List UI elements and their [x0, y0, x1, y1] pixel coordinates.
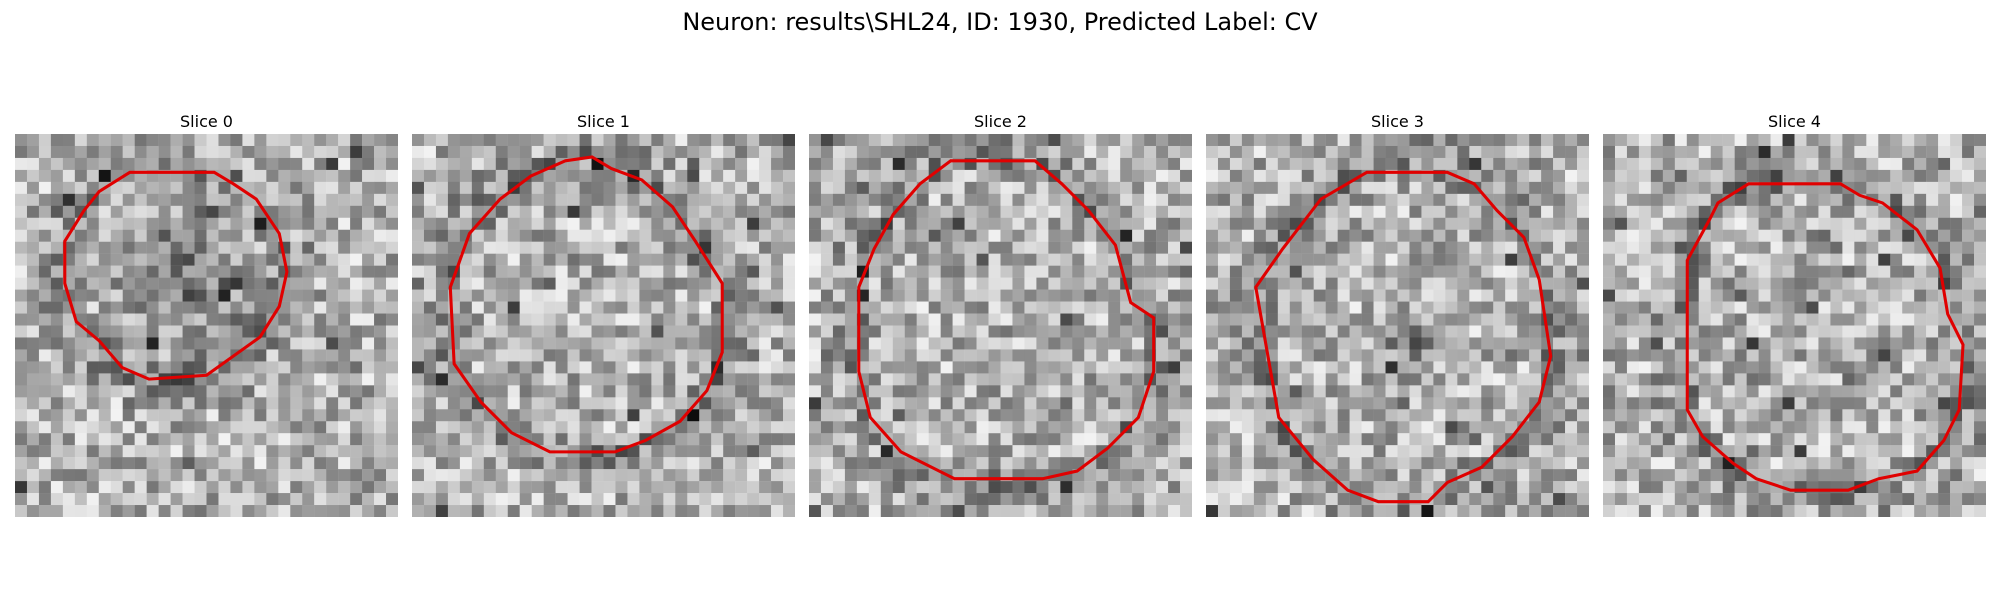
slice-image-3: [1206, 134, 1589, 517]
slice-title: Slice 1: [577, 112, 630, 131]
figure-title: Neuron: results\SHL24, ID: 1930, Predict…: [682, 8, 1318, 36]
pixel-grid: [1206, 134, 1589, 517]
slice-title: Slice 4: [1768, 112, 1821, 131]
contour-outline: [1254, 170, 1553, 504]
pixel-grid: [809, 134, 1192, 517]
slice-panel-0: Slice 0: [15, 110, 398, 517]
contour-outline: [63, 170, 289, 381]
slice-panel-2: Slice 2: [809, 110, 1192, 517]
contour-outline: [448, 155, 724, 454]
slice-image-4: [1603, 134, 1986, 517]
slice-image-2: [809, 134, 1192, 517]
slice-image-0: [15, 134, 398, 517]
slice-panel-4: Slice 4: [1603, 110, 1986, 517]
slice-panel-1: Slice 1: [412, 110, 795, 517]
pixel-grid: [15, 134, 398, 517]
slice-image-1: [412, 134, 795, 517]
slice-panel-3: Slice 3: [1206, 110, 1589, 517]
pixel-grid: [412, 134, 795, 517]
slice-title: Slice 2: [974, 112, 1027, 131]
slice-title: Slice 3: [1371, 112, 1424, 131]
contour-outline: [857, 159, 1156, 481]
slice-title: Slice 0: [180, 112, 233, 131]
contour-outline: [1685, 182, 1965, 492]
